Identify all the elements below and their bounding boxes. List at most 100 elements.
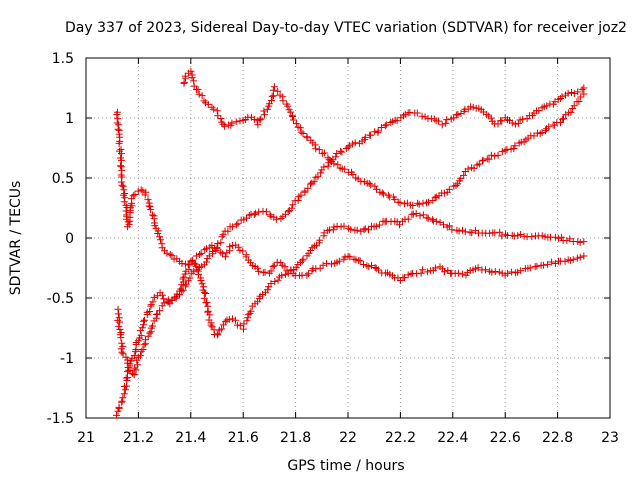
data-point-track-c [574, 88, 582, 96]
data-point-track-d [511, 142, 519, 150]
data-point-track-a [517, 267, 525, 275]
data-point-track-c [324, 162, 332, 170]
data-point-track-a [145, 202, 153, 210]
data-point-track-b [118, 397, 126, 405]
data-point-track-c [508, 119, 516, 127]
data-point-track-d [287, 108, 295, 116]
data-point-track-b [528, 233, 536, 241]
data-point-track-d [200, 97, 208, 105]
data-point-track-d [188, 74, 196, 82]
data-point-track-a [201, 246, 209, 254]
data-point-track-a [139, 187, 147, 195]
data-point-track-a [217, 248, 225, 256]
data-point-track-c [168, 297, 176, 304]
data-point-track-a [144, 196, 152, 204]
data-point-track-d [409, 202, 417, 209]
data-point-track-b [190, 259, 198, 267]
plot-frame [85, 57, 611, 419]
data-point-track-d [454, 180, 462, 188]
data-point-track-c [367, 131, 375, 139]
data-point-track-d [440, 189, 448, 197]
data-point-track-b [445, 222, 453, 230]
data-point-track-c [421, 113, 429, 121]
data-point-track-c [401, 110, 409, 118]
data-point-track-c [217, 239, 225, 247]
data-point-track-a [166, 250, 174, 258]
data-point-track-a [118, 178, 125, 186]
data-point-track-c [310, 178, 318, 186]
data-point-track-a [454, 269, 462, 277]
x-tick-label: 22.8 [542, 430, 573, 446]
data-point-track-a [491, 268, 499, 275]
data-point-track-b [551, 233, 559, 241]
data-point-track-d [365, 180, 373, 187]
data-point-track-c [212, 247, 220, 254]
data-point-track-a [504, 269, 512, 277]
data-point-track-d [401, 200, 408, 208]
data-point-track-d [577, 93, 585, 101]
data-point-track-b [274, 276, 282, 284]
data-point-track-c [284, 208, 292, 216]
data-point-track-c [558, 93, 566, 101]
data-point-track-a [147, 206, 155, 214]
y-tick-labels: 1.5 1 0.5 0 -0.5 -1 -1.5 [47, 51, 74, 427]
x-tick-label: 21.2 [123, 430, 154, 446]
data-point-track-b [416, 212, 424, 220]
data-point-track-c [333, 150, 341, 157]
data-point-track-c [129, 369, 136, 377]
data-point-track-a [269, 263, 277, 271]
data-point-track-b [267, 280, 275, 287]
x-axis-label: GPS time / hours [287, 458, 404, 474]
data-point-track-c [160, 299, 168, 307]
data-point-track-b [185, 261, 193, 269]
data-point-track-d [217, 115, 225, 122]
data-point-track-d [460, 171, 468, 179]
data-point-track-d [270, 83, 278, 91]
data-point-track-a [304, 270, 312, 278]
data-point-track-d [367, 181, 375, 189]
data-point-track-b [149, 298, 157, 306]
data-point-track-b [198, 280, 206, 288]
data-point-track-a [576, 253, 584, 261]
data-point-track-c [116, 318, 124, 326]
data-point-track-c [149, 322, 156, 330]
data-point-track-a [113, 119, 121, 127]
data-point-track-b [514, 232, 522, 240]
data-point-track-c [130, 370, 138, 378]
data-point-track-a [149, 211, 156, 219]
data-point-track-c [245, 211, 253, 219]
data-point-track-b [316, 236, 324, 244]
data-point-track-c [140, 341, 148, 349]
x-tick-label: 22.6 [490, 430, 521, 446]
data-point-track-d [475, 160, 483, 168]
x-tick-label: 21.4 [175, 430, 206, 446]
data-point-track-c [250, 211, 258, 218]
data-point-track-c [344, 143, 352, 151]
data-point-track-d [269, 86, 277, 94]
y-tick-label: 1.5 [52, 51, 74, 67]
data-point-track-d [542, 127, 549, 135]
x-tick-label: 22.2 [385, 430, 416, 446]
data-point-track-b [491, 229, 499, 237]
data-point-track-d [415, 200, 423, 208]
data-point-track-b [281, 271, 289, 279]
data-point-track-b [139, 317, 147, 325]
data-point-track-b [330, 223, 338, 231]
data-point-track-d [580, 90, 588, 98]
data-point-track-a [281, 263, 289, 271]
data-point-track-a [119, 182, 127, 190]
data-point-track-c [117, 334, 125, 342]
data-point-track-a [236, 246, 244, 254]
data-point-track-c [371, 128, 379, 136]
data-point-track-a [197, 249, 205, 257]
data-point-track-a [548, 258, 556, 266]
data-point-track-a [335, 257, 343, 265]
data-point-track-a [514, 268, 522, 276]
data-point-track-b [202, 290, 210, 297]
data-point-track-c [213, 244, 221, 252]
data-point-track-b [429, 216, 437, 224]
data-point-track-b [202, 299, 210, 307]
data-point-track-c [251, 209, 259, 217]
data-point-track-c [294, 197, 302, 204]
data-point-track-b [576, 238, 584, 246]
